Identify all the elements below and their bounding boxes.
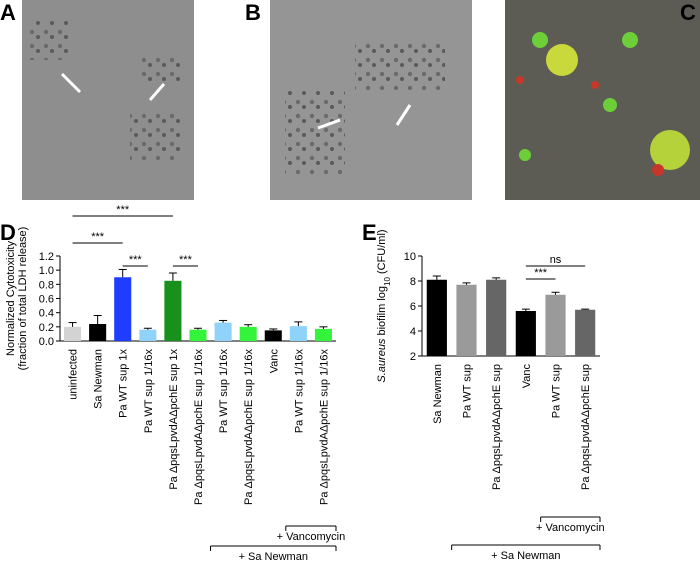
x-tick-label: Sa Newman <box>432 364 444 424</box>
cell-cluster <box>30 20 70 60</box>
significance-label: *** <box>129 254 143 266</box>
bar <box>264 330 282 341</box>
group-label: + Vancomycin <box>277 531 346 543</box>
x-tick-label: Pa ΔpqsLpvdAΔpchE sup 1/16x <box>318 349 330 505</box>
cell-cluster <box>140 55 180 85</box>
y-tick-label: 10 <box>404 251 416 263</box>
x-tick-label: uninfected <box>68 349 80 400</box>
x-tick-label: Pa ΔpqsLpvdAΔpchE sup 1/16x <box>193 349 205 505</box>
x-tick-label: Pa WT sup <box>462 364 474 418</box>
panel-label: A <box>0 0 16 25</box>
panel-label: B <box>245 0 261 25</box>
x-tick-label: Vanc <box>268 349 280 374</box>
y-axis-label-part: 10 <box>383 277 392 286</box>
y-axis-label: S.aureus biofilm log10 (CFU/ml) <box>376 229 392 382</box>
significance-label: ns <box>550 254 562 266</box>
significance-label: *** <box>91 231 105 243</box>
x-tick-label: Pa WT sup <box>551 364 563 418</box>
cell-cluster <box>285 90 345 175</box>
bar <box>575 309 596 356</box>
x-tick-label: Pa WT sup 1x <box>118 349 130 418</box>
bar <box>164 280 182 341</box>
y-axis-label: (fraction of total LDH release) <box>17 227 29 371</box>
y-axis-label-part: S.aureus <box>376 338 388 383</box>
bar <box>456 284 477 356</box>
bar <box>289 326 307 341</box>
fluorescent-cluster <box>546 44 578 76</box>
fluorescent-cluster <box>603 98 617 112</box>
arrow <box>395 104 412 126</box>
fluorescent-cluster <box>622 32 638 48</box>
y-tick-label: 0.6 <box>39 294 54 306</box>
y-axis-label-part: biofilm log <box>376 286 388 339</box>
bar <box>64 326 82 341</box>
y-tick-label: 0.4 <box>39 308 54 320</box>
x-tick-label: Pa WT sup 1/16x <box>218 349 230 434</box>
fluorescent-cluster <box>519 149 531 161</box>
x-tick-label: Pa WT sup 1/16x <box>293 349 305 434</box>
y-tick-label: 0.0 <box>39 336 54 348</box>
fluorescent-cell <box>516 76 524 84</box>
fluorescent-cluster <box>650 130 690 170</box>
bar <box>89 324 107 341</box>
y-tick-label: 0.8 <box>39 279 54 291</box>
panel-label: D <box>0 220 16 245</box>
x-tick-label: Pa WT sup 1/16x <box>143 349 155 434</box>
bar <box>314 328 332 341</box>
bar <box>239 326 257 341</box>
bar <box>114 277 132 341</box>
y-axis-label: Normalized Cytotoxicity <box>5 241 17 356</box>
group-label: + Vancomycin <box>536 522 605 534</box>
bar <box>214 322 232 341</box>
y-tick-label: 8 <box>410 276 416 288</box>
x-tick-label: Sa Newman <box>93 349 105 409</box>
arrow <box>148 83 166 101</box>
bar <box>545 294 566 356</box>
y-axis-label-part: (CFU/ml) <box>376 229 388 277</box>
x-tick-label: Pa ΔpqsLpvdAΔpchE sup <box>491 364 503 490</box>
bar <box>139 329 157 341</box>
panel-label: E <box>362 220 377 245</box>
bar <box>515 311 536 356</box>
panel-label: C <box>680 0 696 25</box>
x-tick-label: Pa ΔpqsLpvdAΔpchE sup <box>580 364 592 490</box>
fluorescent-cell <box>591 81 599 89</box>
significance-label: *** <box>534 267 548 279</box>
y-tick-label: 6 <box>410 301 416 313</box>
bar <box>189 329 207 341</box>
bar <box>486 279 507 356</box>
arrow <box>60 72 82 94</box>
fluorescent-cell <box>652 164 664 176</box>
significance-label: *** <box>179 254 193 266</box>
x-tick-label: Pa ΔpqsLpvdAΔpchE sup 1x <box>168 349 180 490</box>
micrograph <box>505 0 700 200</box>
cell-cluster <box>130 110 180 160</box>
arrow <box>317 118 341 130</box>
y-tick-label: 4 <box>410 326 416 338</box>
x-tick-label: Vanc <box>521 364 533 389</box>
y-tick-label: 1.2 <box>39 251 54 263</box>
fluorescent-cluster <box>532 32 548 48</box>
group-label: + Sa Newman <box>491 550 560 562</box>
significance-label: *** <box>116 204 130 216</box>
y-tick-label: 1.0 <box>39 265 54 277</box>
y-tick-label: 2 <box>410 351 416 363</box>
x-tick-label: Pa ΔpqsLpvdAΔpchE sup 1/16x <box>243 349 255 505</box>
y-tick-label: 0.2 <box>39 322 54 334</box>
group-label: + Sa Newman <box>239 551 308 563</box>
bar <box>426 279 447 356</box>
cell-cluster <box>355 40 445 90</box>
